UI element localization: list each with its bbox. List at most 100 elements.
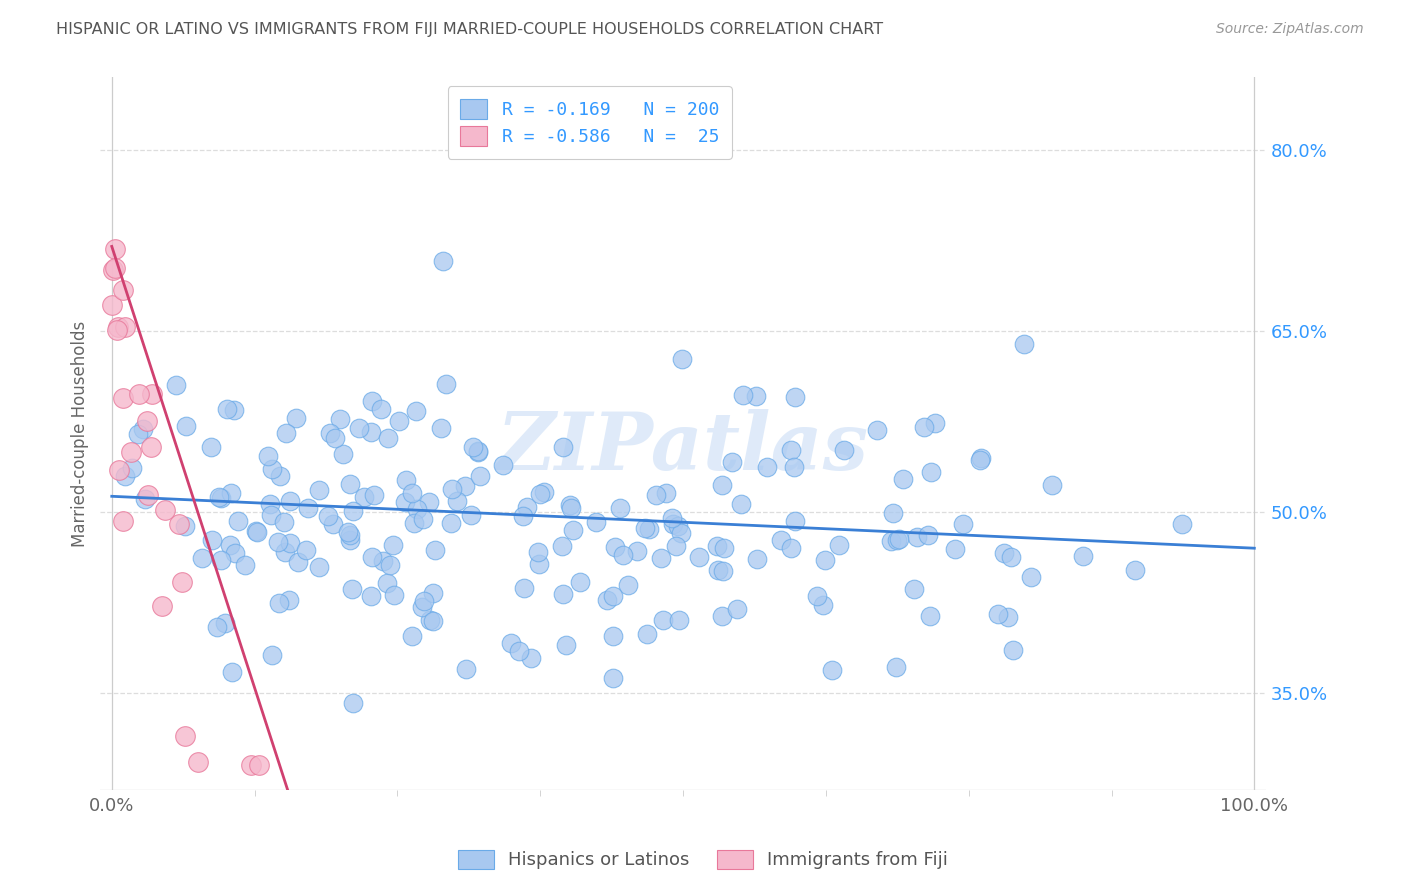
Point xyxy=(508,644,530,658)
Point xyxy=(323,431,346,445)
Point xyxy=(780,443,803,458)
Point xyxy=(533,484,555,499)
Point xyxy=(560,500,582,515)
Point xyxy=(644,488,666,502)
Point xyxy=(668,613,690,627)
Point xyxy=(1040,477,1063,491)
Point xyxy=(987,607,1010,621)
Point xyxy=(609,501,631,516)
Point xyxy=(422,586,444,600)
Point xyxy=(721,455,744,469)
Point xyxy=(308,560,330,574)
Point xyxy=(419,613,441,627)
Point xyxy=(907,530,929,544)
Point xyxy=(136,488,159,502)
Point xyxy=(221,665,243,679)
Point xyxy=(226,514,249,528)
Point xyxy=(745,552,768,566)
Point xyxy=(454,479,477,493)
Point xyxy=(1071,549,1094,563)
Point xyxy=(377,431,399,445)
Point xyxy=(529,558,551,572)
Point xyxy=(467,444,489,458)
Point xyxy=(612,548,634,562)
Point xyxy=(651,613,673,627)
Point xyxy=(430,421,453,435)
Point xyxy=(278,535,301,549)
Point xyxy=(360,425,382,439)
Point xyxy=(201,533,224,547)
Point xyxy=(404,516,426,530)
Point xyxy=(278,494,301,508)
Point xyxy=(381,538,404,552)
Point xyxy=(134,491,156,506)
Point xyxy=(516,500,538,515)
Point xyxy=(153,503,176,517)
Point xyxy=(173,519,195,533)
Point xyxy=(107,320,129,334)
Point xyxy=(246,525,269,540)
Point xyxy=(666,518,689,533)
Point xyxy=(342,582,364,596)
Point xyxy=(308,483,330,497)
Point xyxy=(266,534,288,549)
Point xyxy=(114,320,136,334)
Point xyxy=(111,514,134,528)
Point xyxy=(602,671,624,685)
Point xyxy=(706,563,728,577)
Point xyxy=(884,659,907,673)
Y-axis label: Married-couple Households: Married-couple Households xyxy=(72,320,89,547)
Point xyxy=(886,533,908,548)
Point xyxy=(467,443,489,458)
Point xyxy=(224,546,246,560)
Point xyxy=(287,556,309,570)
Point xyxy=(551,587,574,601)
Point xyxy=(492,458,515,472)
Point xyxy=(141,387,163,401)
Point xyxy=(120,444,142,458)
Point xyxy=(375,575,398,590)
Point xyxy=(432,254,454,268)
Point xyxy=(361,394,384,409)
Point xyxy=(170,574,193,589)
Legend: Hispanics or Latinos, Immigrants from Fiji: Hispanics or Latinos, Immigrants from Fi… xyxy=(449,841,957,879)
Point xyxy=(891,472,914,486)
Point xyxy=(920,465,942,479)
Point xyxy=(411,599,433,614)
Point xyxy=(269,469,291,483)
Point xyxy=(783,390,806,404)
Point xyxy=(814,553,837,567)
Point xyxy=(636,627,658,641)
Point xyxy=(139,440,162,454)
Point xyxy=(439,516,461,531)
Point xyxy=(127,426,149,441)
Point xyxy=(274,545,297,559)
Point xyxy=(970,451,993,466)
Point xyxy=(731,388,754,402)
Point xyxy=(730,497,752,511)
Point xyxy=(382,588,405,602)
Point xyxy=(165,378,187,392)
Point xyxy=(387,414,409,428)
Point xyxy=(551,440,574,454)
Point xyxy=(371,554,394,568)
Point xyxy=(297,501,319,516)
Point xyxy=(209,491,232,505)
Point xyxy=(247,758,270,772)
Point xyxy=(551,540,574,554)
Point xyxy=(111,391,134,405)
Point xyxy=(132,422,155,436)
Point xyxy=(405,404,427,418)
Point xyxy=(745,389,768,403)
Point xyxy=(920,609,942,624)
Point xyxy=(827,538,849,552)
Point xyxy=(260,462,283,476)
Point xyxy=(418,495,440,509)
Point xyxy=(713,564,735,578)
Point xyxy=(626,543,648,558)
Point xyxy=(671,351,693,366)
Point xyxy=(108,463,131,477)
Point xyxy=(221,486,243,500)
Point xyxy=(711,478,734,492)
Point xyxy=(360,549,382,564)
